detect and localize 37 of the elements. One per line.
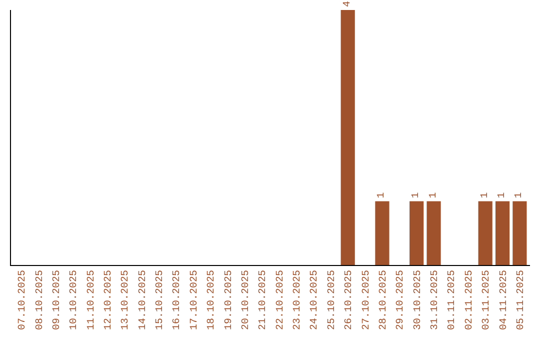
x-tick-label: 27.10.2025	[361, 270, 372, 330]
x-tick-label: 22.10.2025	[275, 270, 286, 330]
x-tick-label: 30.10.2025	[412, 270, 424, 330]
data-label: 4	[342, 0, 354, 7]
x-tick-label: 12.10.2025	[103, 270, 114, 330]
x-tick-label: 19.10.2025	[224, 270, 235, 330]
x-tick-label: 21.10.2025	[258, 270, 270, 330]
x-tick-label: 14.10.2025	[138, 270, 149, 330]
x-tick-label: 01.11.2025	[447, 270, 458, 330]
x-tick-label: 13.10.2025	[120, 270, 132, 330]
x-tick-label: 11.10.2025	[86, 270, 98, 330]
x-tick-label: 18.10.2025	[206, 270, 218, 330]
x-tick-label: 24.10.2025	[310, 270, 321, 330]
x-tick-label: 03.11.2025	[482, 270, 493, 330]
x-tick-label: 31.10.2025	[430, 270, 442, 330]
x-tick-label: 29.10.2025	[396, 270, 407, 330]
x-tick-label: 08.10.2025	[34, 270, 46, 330]
x-tick-label: 28.10.2025	[378, 270, 390, 330]
data-label: 1	[428, 192, 440, 198]
x-tick-label: 15.10.2025	[155, 270, 166, 330]
x-tick-label: 09.10.2025	[52, 270, 63, 330]
x-tick-label: 17.10.2025	[189, 270, 200, 330]
x-tick-label: 05.11.2025	[516, 270, 527, 330]
x-tick-label: 23.10.2025	[292, 270, 304, 330]
x-tick-label: 04.11.2025	[498, 270, 510, 330]
data-label: 1	[514, 192, 526, 198]
data-label: 1	[497, 192, 508, 198]
x-tick-label: 07.10.2025	[18, 270, 29, 330]
x-tick-label: 16.10.2025	[172, 270, 184, 330]
x-tick-label: 20.10.2025	[240, 270, 252, 330]
x-tick-label: 02.11.2025	[464, 270, 476, 330]
x-tick-label: 26.10.2025	[344, 270, 356, 330]
x-tick-label: 10.10.2025	[69, 270, 80, 330]
data-label: 1	[411, 192, 422, 198]
x-tick-label: 25.10.2025	[326, 270, 338, 330]
data-label: 1	[480, 192, 491, 198]
data-label: 1	[376, 192, 388, 198]
